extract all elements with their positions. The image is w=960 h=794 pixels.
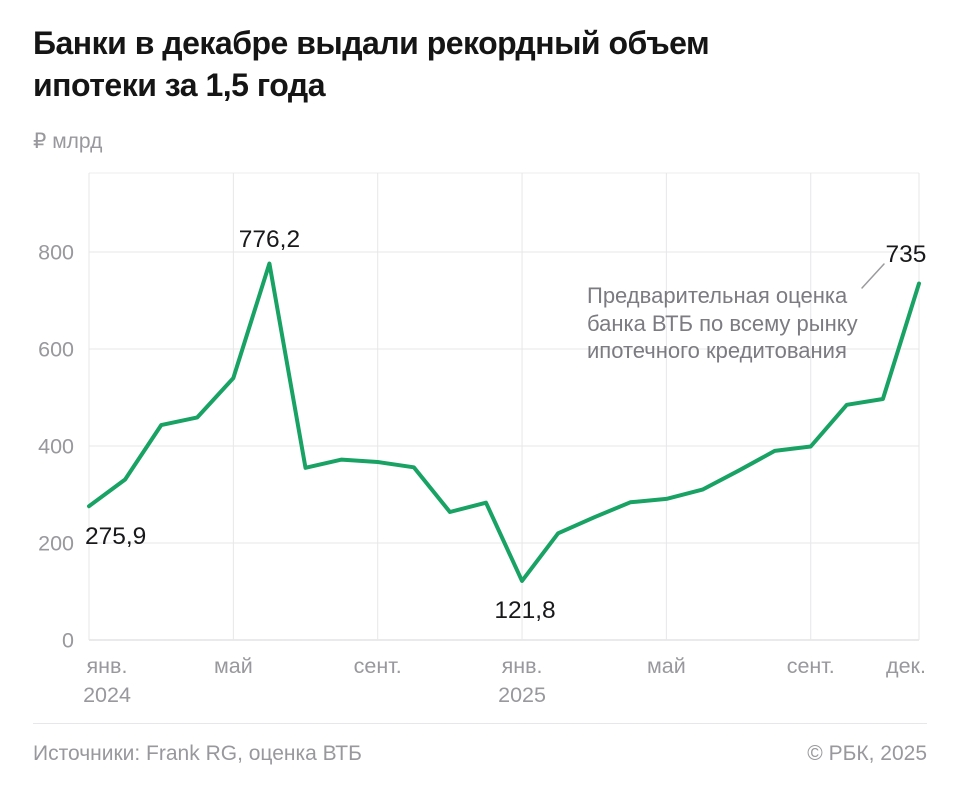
point-label: 776,2	[239, 226, 300, 253]
x-tick-label: янв.	[502, 654, 543, 678]
x-tick-label: дек.	[886, 654, 926, 678]
y-tick-label: 200	[38, 532, 74, 556]
x-tick-label: сент.	[354, 654, 402, 678]
x-tick-label: май	[214, 654, 253, 678]
footer-source: Источники: Frank RG, оценка ВТБ	[33, 742, 362, 765]
point-label: 735	[886, 241, 927, 268]
x-tick-year-label: 2024	[83, 683, 131, 707]
x-tick-label: май	[647, 654, 686, 678]
y-tick-label: 0	[62, 629, 74, 653]
x-tick-label: сент.	[787, 654, 835, 678]
page-title-line2: ипотеки за 1,5 года	[33, 67, 325, 103]
page-title: Банки в декабре выдали рекордный объем и…	[33, 22, 710, 106]
point-label: 121,8	[494, 597, 555, 624]
annotation-note: Предварительная оценка банка ВТБ по всем…	[587, 283, 858, 363]
footer-copyright: © РБК, 2025	[807, 742, 927, 765]
y-axis-unit-label: ₽ млрд	[33, 130, 103, 153]
x-tick-year-label: 2025	[498, 683, 546, 707]
page-title-line1: Банки в декабре выдали рекордный объем	[33, 25, 710, 61]
note-leader-line	[861, 263, 885, 289]
point-label: 275,9	[85, 523, 146, 550]
y-tick-label: 800	[38, 241, 74, 265]
x-tick-label: янв.	[87, 654, 128, 678]
y-tick-label: 600	[38, 338, 74, 362]
y-tick-label: 400	[38, 435, 74, 459]
footer-divider	[33, 723, 927, 724]
